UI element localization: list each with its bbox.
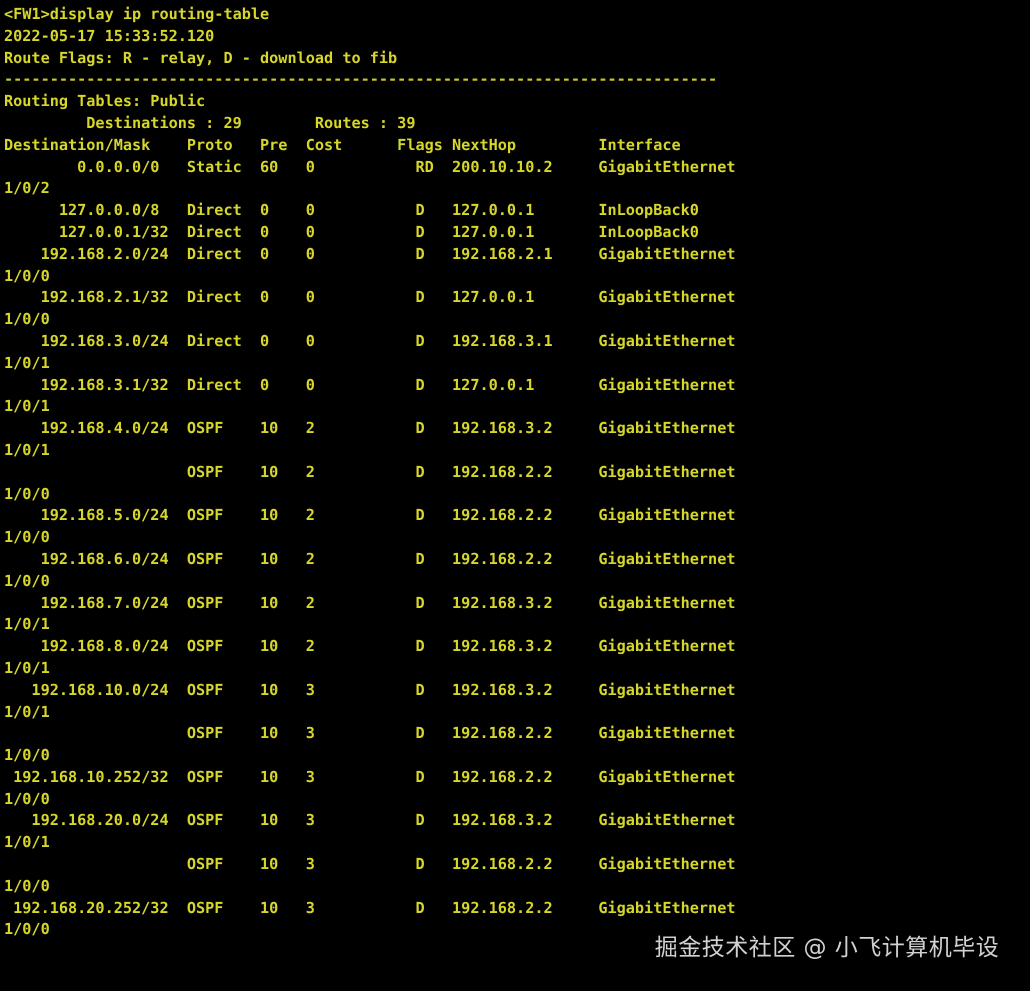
terminal-line: 2022-05-17 15:33:52.120 <box>4 26 215 45</box>
terminal-line: 192.168.7.0/24 OSPF 10 2 D 192.168.3.2 G… <box>4 593 736 612</box>
terminal-line: OSPF 10 3 D 192.168.2.2 GigabitEthernet <box>4 724 736 743</box>
terminal-line: 192.168.20.252/32 OSPF 10 3 D 192.168.2.… <box>4 898 736 917</box>
terminal-line: Route Flags: R - relay, D - download to … <box>4 48 398 67</box>
terminal-line: Destinations : 29 Routes : 39 <box>4 113 416 132</box>
terminal-line: 1/0/0 <box>4 746 50 765</box>
terminal-line: 1/0/1 <box>4 440 50 459</box>
terminal-line: 192.168.8.0/24 OSPF 10 2 D 192.168.3.2 G… <box>4 637 736 656</box>
terminal-line: 1/0/0 <box>4 484 50 503</box>
terminal-line: Routing Tables: Public <box>4 92 206 111</box>
terminal-line: 1/0/0 <box>4 266 50 285</box>
terminal-line: 192.168.2.1/32 Direct 0 0 D 127.0.0.1 Gi… <box>4 288 736 307</box>
terminal-line: <FW1>display ip routing-table <box>4 5 270 23</box>
terminal-line: 192.168.10.252/32 OSPF 10 3 D 192.168.2.… <box>4 767 736 786</box>
terminal-line: ----------------------------------------… <box>4 70 718 89</box>
terminal-line: 1/0/0 <box>4 876 50 895</box>
terminal-line: 1/0/0 <box>4 571 50 590</box>
terminal-line: 1/0/1 <box>4 353 50 372</box>
terminal-line: 192.168.3.0/24 Direct 0 0 D 192.168.3.1 … <box>4 331 736 350</box>
terminal-line: 1/0/0 <box>4 920 50 939</box>
terminal-line: 1/0/0 <box>4 528 50 547</box>
terminal-line: 1/0/1 <box>4 615 50 634</box>
terminal-line: 1/0/1 <box>4 658 50 677</box>
terminal-line: 192.168.6.0/24 OSPF 10 2 D 192.168.2.2 G… <box>4 549 736 568</box>
terminal-line: 127.0.0.1/32 Direct 0 0 D 127.0.0.1 InLo… <box>4 222 699 241</box>
terminal-line: OSPF 10 3 D 192.168.2.2 GigabitEthernet <box>4 855 736 874</box>
terminal-line: 192.168.4.0/24 OSPF 10 2 D 192.168.3.2 G… <box>4 419 736 438</box>
terminal-line: 127.0.0.0/8 Direct 0 0 D 127.0.0.1 InLoo… <box>4 201 699 220</box>
terminal-output: <FW1>display ip routing-table 2022-05-17 … <box>4 4 1030 941</box>
terminal-line: 192.168.10.0/24 OSPF 10 3 D 192.168.3.2 … <box>4 680 736 699</box>
terminal-line: 0.0.0.0/0 Static 60 0 RD 200.10.10.2 Gig… <box>4 157 736 176</box>
terminal-line: 1/0/1 <box>4 397 50 416</box>
terminal-line: 1/0/0 <box>4 789 50 808</box>
terminal-line: 192.168.2.0/24 Direct 0 0 D 192.168.2.1 … <box>4 244 736 263</box>
terminal-line: 1/0/2 <box>4 179 50 198</box>
terminal-line: 1/0/0 <box>4 310 50 329</box>
terminal-line: 192.168.20.0/24 OSPF 10 3 D 192.168.3.2 … <box>4 811 736 830</box>
terminal-line: 1/0/1 <box>4 833 50 852</box>
terminal-line: 1/0/1 <box>4 702 50 721</box>
terminal-line: Destination/Mask Proto Pre Cost Flags Ne… <box>4 135 681 154</box>
terminal-line: 192.168.5.0/24 OSPF 10 2 D 192.168.2.2 G… <box>4 506 736 525</box>
terminal-line: OSPF 10 2 D 192.168.2.2 GigabitEthernet <box>4 462 736 481</box>
terminal-line: 192.168.3.1/32 Direct 0 0 D 127.0.0.1 Gi… <box>4 375 736 394</box>
